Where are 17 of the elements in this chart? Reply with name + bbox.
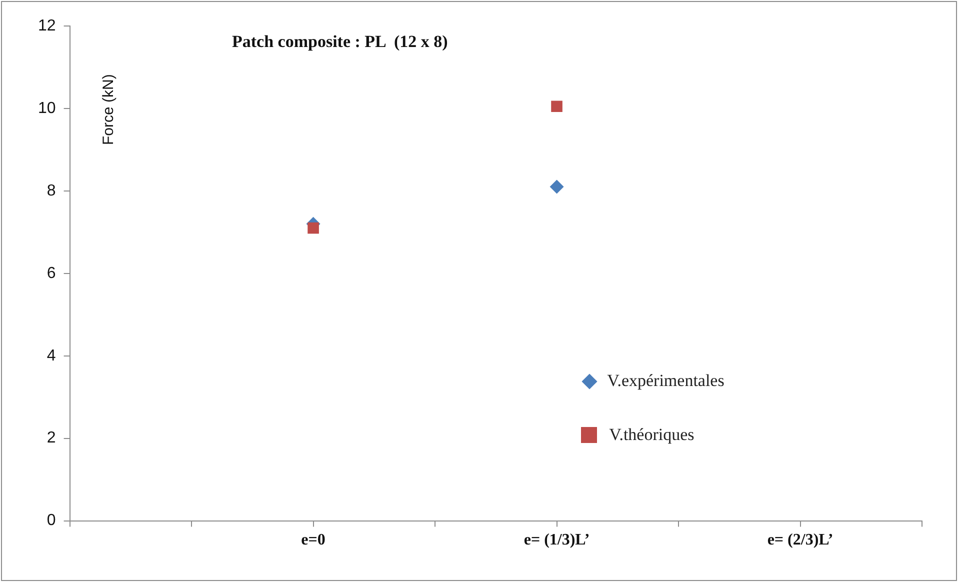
point xyxy=(551,100,562,112)
x-tick-label: e=0 xyxy=(301,532,326,549)
x-tick-label: e= (1/3)L’ xyxy=(524,532,590,549)
point xyxy=(308,222,319,234)
chart-title: Patch composite : PL (12 x 8) xyxy=(232,32,448,52)
legend-label: V.expérimentales xyxy=(607,371,724,392)
y-tick-label: 4 xyxy=(46,347,56,364)
y-tick-label: 10 xyxy=(38,100,56,117)
y-tick-label: 6 xyxy=(46,264,56,282)
y-tick-label: 12 xyxy=(38,17,56,34)
y-tick-label: 8 xyxy=(46,182,56,200)
legend-label: V.théoriques xyxy=(609,425,694,446)
point xyxy=(550,180,564,194)
y-axis-title: Force (kN) xyxy=(100,74,117,145)
y-tick-label: 0 xyxy=(46,512,56,530)
x-tick-label: e= (2/3)L’ xyxy=(767,532,834,549)
y-tick-label: 2 xyxy=(46,430,56,447)
